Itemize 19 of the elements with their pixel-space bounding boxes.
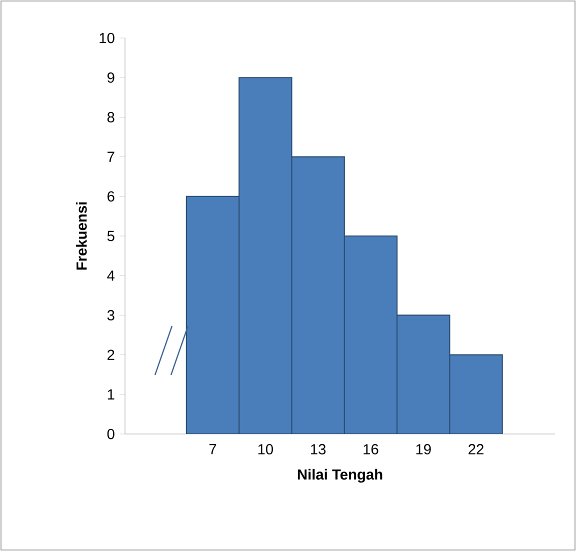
y-tick-label: 10 bbox=[100, 32, 114, 44]
x-tick-label: 16 bbox=[364, 444, 378, 454]
y-axis-title: Frekuensi bbox=[76, 202, 87, 270]
x-tick-label: 7 bbox=[209, 444, 216, 454]
x-tick-label: 10 bbox=[258, 444, 273, 454]
y-tick-label: 4 bbox=[107, 270, 115, 281]
x-tick-label: 13 bbox=[311, 444, 326, 454]
y-tick-label: 2 bbox=[108, 350, 114, 360]
y-tick-label: 6 bbox=[108, 191, 114, 202]
y-tick-label: 1 bbox=[108, 389, 114, 400]
y-tick-label: 8 bbox=[107, 112, 114, 122]
y-tick-label: 3 bbox=[107, 310, 114, 320]
y-tick-label: 7 bbox=[108, 152, 114, 162]
y-tick-label: 5 bbox=[107, 230, 114, 242]
x-tick-label: 22 bbox=[468, 444, 484, 454]
x-axis-title: Nilai Tengah bbox=[298, 468, 382, 483]
y-tick-label: 0 bbox=[107, 428, 114, 440]
x-tick-label: 19 bbox=[416, 444, 431, 454]
y-tick-label: 9 bbox=[107, 72, 114, 83]
